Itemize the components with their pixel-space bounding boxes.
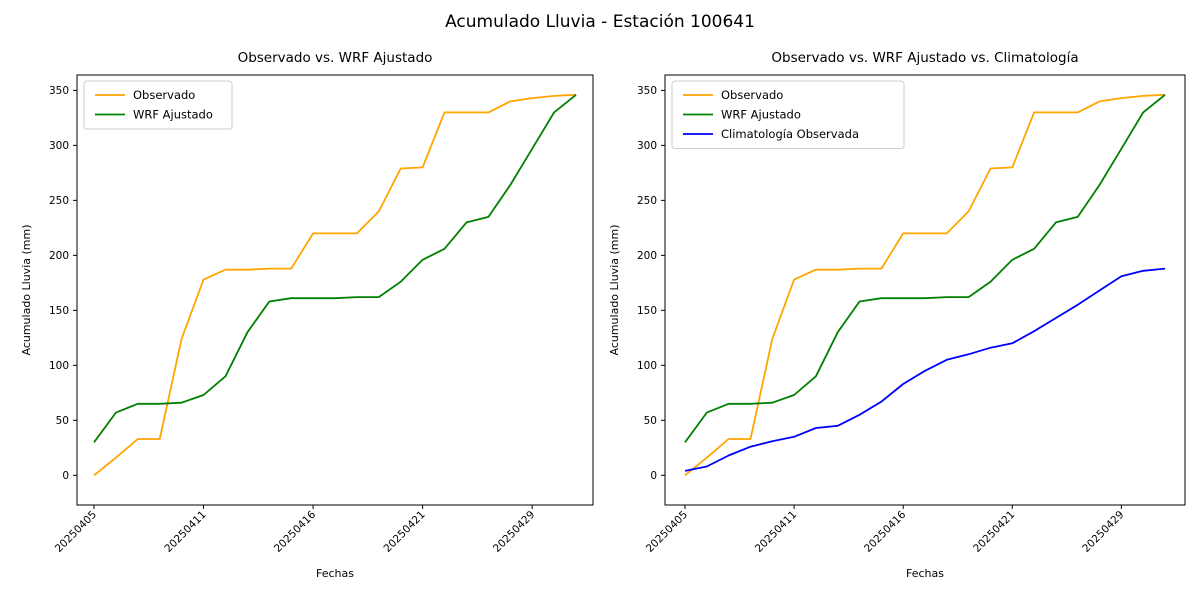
y-tick-label: 350 (637, 85, 657, 97)
legend (83, 80, 233, 130)
legend-label-wrf-ajustado: WRF Ajustado (721, 108, 801, 122)
series-line-wrf-ajustado (684, 94, 1166, 443)
y-axis-label: Acumulado Lluvia (mm) (20, 224, 33, 355)
y-tick-label: 200 (49, 250, 69, 262)
plot-area (664, 74, 1186, 506)
legend-label-climatolog-a-observada: Climatología Observada (721, 127, 859, 141)
x-tick-label: 20250405 (644, 509, 690, 555)
chart-title: Observado vs. WRF Ajustado (238, 50, 433, 66)
y-tick-label: 250 (637, 195, 657, 207)
y-tick-label: 50 (56, 415, 69, 427)
y-tick-label: 150 (49, 305, 69, 317)
y-tick-label: 300 (637, 140, 657, 152)
y-tick-label: 200 (637, 250, 657, 262)
plot-area (76, 74, 594, 506)
x-tick-label: 20250429 (1080, 509, 1126, 555)
y-tick-label: 150 (637, 305, 657, 317)
legend-label-wrf-ajustado: WRF Ajustado (133, 108, 213, 122)
legend-label-observado: Observado (721, 88, 783, 102)
y-tick-label: 100 (637, 360, 657, 372)
series-line-observado (684, 93, 1166, 477)
figure-title: Acumulado Lluvia - Estación 100641 (445, 12, 755, 32)
chart-title: Observado vs. WRF Ajustado vs. Climatolo… (771, 50, 1078, 66)
y-tick-label: 100 (49, 360, 69, 372)
y-tick-label: 300 (49, 140, 69, 152)
y-tick-label: 0 (650, 470, 657, 482)
x-tick-label: 20250421 (381, 509, 427, 555)
x-tick-label: 20250411 (162, 509, 208, 555)
series-line-wrf-ajustado (93, 94, 577, 443)
x-tick-label: 20250416 (272, 508, 319, 555)
y-tick-label: 50 (644, 415, 657, 427)
y-tick-label: 350 (49, 85, 69, 97)
x-axis-label: Fechas (316, 567, 354, 580)
series-line-climatolog-a-observada (684, 267, 1166, 472)
x-tick-label: 20250421 (971, 509, 1017, 555)
x-axis-label: Fechas (906, 567, 944, 580)
legend (671, 80, 905, 149)
x-tick-label: 20250411 (753, 509, 799, 555)
y-tick-label: 250 (49, 195, 69, 207)
x-tick-label: 20250416 (862, 508, 909, 555)
series-line-observado (93, 93, 577, 477)
y-tick-label: 0 (62, 470, 69, 482)
x-tick-label: 20250405 (53, 509, 99, 555)
y-axis-label: Acumulado Lluvia (mm) (608, 224, 621, 355)
x-tick-label: 20250429 (491, 509, 537, 555)
legend-label-observado: Observado (133, 88, 195, 102)
